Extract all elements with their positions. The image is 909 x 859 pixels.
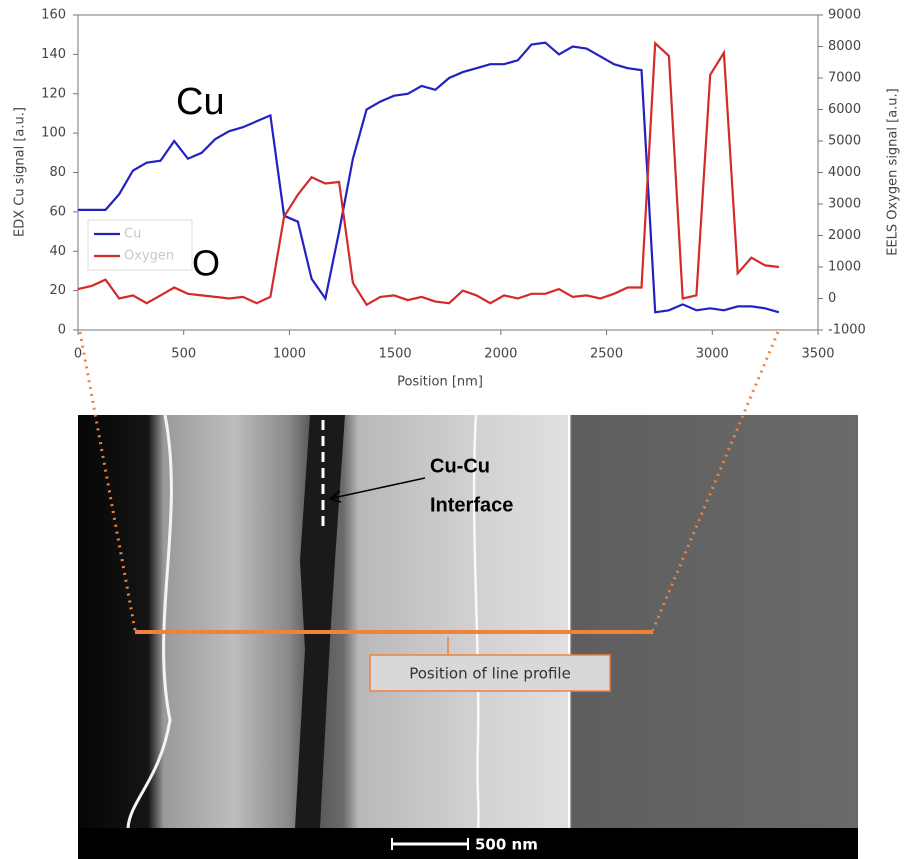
x-tick-label: 2000	[484, 347, 517, 362]
y-tick-label: 120	[41, 86, 66, 101]
y-tick-label: 100	[41, 126, 66, 141]
x-tick-label: 1500	[379, 347, 412, 362]
annotation: O	[192, 243, 220, 284]
y-axis-label: EDX Cu signal [a.u.]	[13, 107, 28, 237]
y2-tick-label: 5000	[828, 134, 861, 149]
y2-tick-label: 0	[828, 291, 836, 306]
legend-label: Oxygen	[124, 249, 174, 264]
y2-tick-label: 7000	[828, 71, 861, 86]
x-tick-label: 0	[74, 347, 82, 362]
figure: 500 nm Cu-Cu Interface Position of line …	[0, 0, 909, 859]
y2-tick-label: 1000	[828, 260, 861, 275]
line-profile-label: Position of line profile	[409, 665, 571, 683]
y-tick-label: 140	[41, 47, 66, 62]
x-tick-label: 3500	[801, 347, 834, 362]
y2-axis-label: EELS Oxygen signal [a.u.]	[886, 88, 901, 256]
x-tick-label: 2500	[590, 347, 623, 362]
annotation: Cu	[176, 81, 225, 123]
y2-tick-label: 6000	[828, 102, 861, 117]
y2-tick-label: 3000	[828, 197, 861, 212]
y-tick-label: 60	[49, 204, 66, 219]
y-tick-label: 80	[49, 165, 66, 180]
interface-label: Cu-Cu	[430, 455, 490, 477]
y2-tick-label: -1000	[828, 323, 866, 338]
legend-label: Cu	[124, 227, 141, 242]
y-tick-label: 160	[41, 8, 66, 23]
y-tick-label: 20	[49, 283, 66, 298]
plot-frame	[78, 15, 818, 330]
x-tick-label: 3000	[696, 347, 729, 362]
interface-label: Interface	[430, 494, 513, 516]
x-tick-label: 1000	[273, 347, 306, 362]
y2-tick-label: 4000	[828, 165, 861, 180]
scale-label: 500 nm	[475, 836, 538, 854]
tem-image: 500 nm Cu-Cu Interface Position of line …	[78, 332, 858, 859]
y2-tick-label: 2000	[828, 228, 861, 243]
y2-tick-label: 8000	[828, 39, 861, 54]
y-tick-label: 40	[49, 244, 66, 259]
micrograph	[78, 415, 858, 859]
x-tick-label: 500	[171, 347, 196, 362]
x-axis-label: Position [nm]	[397, 375, 483, 390]
y2-tick-label: 9000	[828, 8, 861, 23]
y-tick-label: 0	[58, 323, 66, 338]
